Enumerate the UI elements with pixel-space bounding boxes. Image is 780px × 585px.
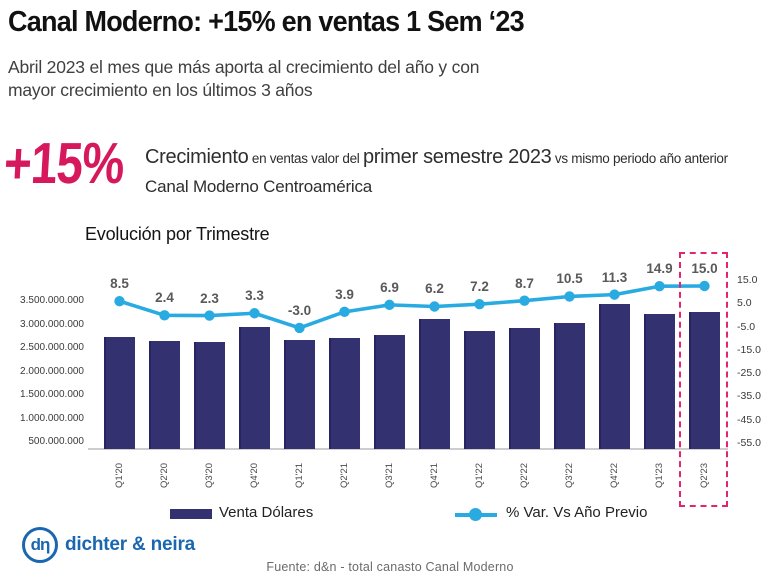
y-axis-right-tick-label: -35.0 — [737, 390, 761, 403]
highlight-quarter-box — [679, 252, 728, 507]
highlight-phrase-1: en ventas valor del — [248, 151, 363, 166]
pct-var-data-label: 8.7 — [515, 275, 534, 291]
pct-var-marker — [654, 281, 665, 292]
legend-bar-swatch — [170, 509, 212, 519]
chart-title: Evolución por Trimestre — [85, 224, 270, 244]
source-note: Fuente: d&n - total canasto Canal Modern… — [266, 560, 514, 574]
pct-var-data-label: 10.5 — [556, 271, 583, 287]
y-axis-left-tick-label: 2.000.000.000 — [20, 365, 84, 377]
venta-dolares-bar — [194, 342, 225, 450]
pct-var-marker — [564, 291, 575, 302]
legend-bar-label: Venta Dólares — [219, 504, 314, 521]
venta-dolares-bar — [689, 311, 720, 450]
pct-var-data-label: 11.3 — [601, 269, 628, 285]
dn-logo-icon: dη — [22, 527, 58, 563]
venta-dolares-bar — [374, 334, 405, 450]
pct-var-marker — [474, 298, 485, 310]
venta-dolares-bar — [419, 318, 450, 450]
pct-var-data-label: 2.4 — [155, 290, 174, 306]
highlight-word-crecimiento: Crecimiento — [145, 146, 249, 168]
pct-var-marker — [429, 301, 440, 312]
y-axis-left-tick-label: 2.500.000.000 — [20, 342, 84, 354]
pct-var-data-label: 7.2 — [470, 279, 489, 295]
pct-var-data-label: 14.9 — [646, 261, 673, 277]
pct-var-line — [114, 280, 710, 334]
pct-var-marker — [204, 310, 215, 321]
pct-var-data-label: 6.2 — [425, 281, 444, 297]
pct-var-marker — [114, 295, 125, 307]
x-axis-line — [88, 448, 728, 450]
highlight-phrase-2: vs mismo periodo año anterior — [551, 151, 728, 166]
y-axis-left-tick-label: 3.500.000.000 — [20, 295, 84, 307]
venta-dolares-bar — [554, 322, 585, 450]
y-axis-left-tick-label: 1.000.000.000 — [20, 412, 84, 424]
y-axis-right-tick-label: 5.0 — [737, 297, 752, 310]
pct-var-data-label: -3.0 — [287, 302, 312, 318]
subtitle-line-2: mayor crecimiento en los últimos 3 años — [8, 80, 313, 100]
legend-line-dot-icon — [469, 508, 482, 521]
highlight-word-semestre: primer semestre 2023 — [362, 146, 552, 168]
y-axis-left-tick-label: 500.000.000 — [28, 436, 84, 448]
venta-dolares-bar — [149, 340, 180, 450]
pct-var-data-label: 6.9 — [380, 279, 399, 295]
pct-var-marker — [699, 280, 710, 292]
pct-var-data-label: 3.3 — [245, 288, 264, 304]
highlight-line-1: Crecimiento en ventas valor del primer s… — [145, 142, 773, 174]
pct-var-marker — [384, 299, 395, 311]
legend-line-label: % Var. Vs Año Previo — [506, 504, 648, 521]
venta-dolares-bar — [464, 331, 495, 450]
pct-var-marker — [519, 295, 530, 306]
y-axis-right-tick-label: -5.0 — [737, 320, 756, 333]
pct-var-marker — [339, 306, 350, 318]
subtitle-line-1: Abril 2023 el mes que más aporta al crec… — [8, 57, 480, 77]
y-axis-right-tick-label: -55.0 — [737, 437, 761, 450]
y-axis-right-tick-label: -15.0 — [737, 343, 761, 356]
venta-dolares-bar — [509, 327, 540, 450]
pct-var-marker — [249, 308, 260, 319]
venta-dolares-bar — [284, 339, 315, 450]
pct-var-data-label: 2.3 — [200, 290, 219, 306]
page-subtitle: Abril 2023 el mes que más aporta al crec… — [8, 56, 479, 102]
venta-dolares-bar — [329, 338, 360, 450]
pct-var-marker — [159, 310, 170, 321]
highlight-line-2: Canal Moderno Centroamérica — [145, 177, 373, 196]
venta-dolares-bar — [104, 336, 135, 450]
page-title-text: Canal Moderno: +15% en ventas 1 Sem ‘23 — [8, 6, 525, 38]
pct-var-data-label: 15.0 — [691, 261, 718, 276]
venta-dolares-bar — [239, 326, 270, 450]
growth-highlight-description: Crecimiento en ventas valor del primer s… — [145, 142, 773, 197]
y-axis-right-tick-label: 15.0 — [737, 274, 758, 286]
pct-var-marker — [294, 322, 305, 334]
pct-var-data-label: 8.5 — [110, 276, 129, 292]
venta-dolares-bar — [599, 303, 630, 450]
company-name: dichter & neira — [65, 534, 196, 555]
y-axis-right-tick-label: -25.0 — [737, 367, 761, 380]
y-axis-right-tick-label: -45.0 — [737, 413, 761, 426]
venta-dolares-bar — [644, 313, 675, 450]
pct-var-marker — [609, 289, 620, 300]
company-logo: dη dichter & neira — [22, 527, 195, 563]
y-axis-left-tick-label: 3.000.000.000 — [20, 318, 84, 330]
pct-var-line-path — [117, 284, 707, 330]
page-title: Canal Moderno: +15% en ventas 1 Sem ‘23 — [8, 6, 563, 39]
y-axis-left-tick-label: 1.500.000.000 — [20, 389, 84, 401]
pct-var-data-label: 3.9 — [335, 286, 354, 302]
